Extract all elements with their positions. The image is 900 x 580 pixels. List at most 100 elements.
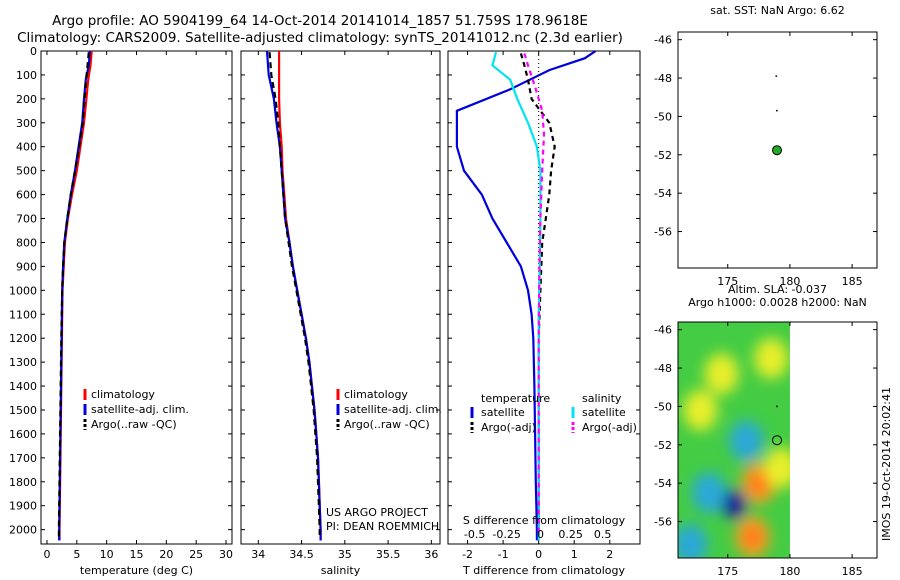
depth-tick-label: 200 (16, 93, 37, 106)
depth-tick-label: 1400 (9, 380, 37, 393)
figure-title-line2: Climatology: CARS2009. Satellite-adjuste… (17, 30, 623, 46)
legend-label: satellite-adj. clim. (344, 403, 442, 416)
panel-frame-salinity (240, 50, 441, 545)
x-tick-label: 25 (189, 548, 203, 561)
map-frame (677, 31, 878, 269)
depth-tick-label: 1700 (9, 452, 37, 465)
depth-tick-label: 100 (16, 69, 37, 82)
panel-frame-temperature (40, 50, 233, 545)
x-tick-label: -2 (462, 548, 473, 561)
x-tick-label: 30 (219, 548, 233, 561)
depth-tick-label: 300 (16, 117, 37, 130)
map-x-tick-label: 185 (842, 565, 863, 578)
track-point (775, 75, 778, 78)
legend-label: Argo(-adj) (481, 421, 536, 434)
sla-anomaly (764, 447, 790, 489)
top-axis-label: S difference from climatology (463, 514, 626, 527)
top-tick-label: 0.5 (594, 528, 612, 541)
x-tick-label: 34 (251, 548, 265, 561)
figure-title-line1: Argo profile: AO 5904199_64 14-Oct-2014 … (52, 13, 588, 29)
map-y-tick-label: -48 (654, 362, 672, 375)
map-x-tick-label: 180 (779, 565, 800, 578)
map-x-tick-label: 175 (717, 565, 738, 578)
profile-marker (772, 435, 783, 446)
track-point (775, 405, 778, 408)
x-axis-label: temperature (deg C) (80, 564, 193, 577)
sla-anomaly-core (746, 529, 759, 544)
map-title: Argo h1000: 0.0028 h2000: NaN (688, 296, 867, 309)
sla-anomaly (683, 389, 718, 431)
sla-anomaly (692, 472, 727, 514)
legend-label: Argo(-adj) (582, 421, 637, 434)
map-frame (677, 321, 878, 559)
top-tick-label: -0.25 (492, 528, 520, 541)
x-tick-label: 0 (535, 548, 542, 561)
depth-tick-label: 800 (16, 236, 37, 249)
top-tick-label: -0.5 (464, 528, 485, 541)
depth-tick-label: 1500 (9, 404, 37, 417)
sla-features (678, 338, 790, 558)
depth-tick-label: 400 (16, 141, 37, 154)
x-tick-label: 1 (571, 548, 578, 561)
x-tick-label: 5 (73, 548, 80, 561)
legend-label: satellite-adj. clim. (91, 403, 189, 416)
legend-label: satellite (481, 406, 525, 419)
depth-tick-label: 1800 (9, 476, 37, 489)
top-tick-label: 0 (537, 528, 544, 541)
sla-anomaly-core (752, 476, 765, 491)
legend-label: satellite (582, 406, 626, 419)
x-tick-label: -1 (498, 548, 509, 561)
series-salinity-argo-adj- (523, 53, 546, 537)
track-point (775, 109, 778, 112)
legend-label: Argo(..raw -QC) (344, 418, 430, 431)
x-tick-label: 35.5 (376, 548, 401, 561)
map-x-tick-label: 180 (779, 275, 800, 288)
profile-marker (772, 145, 783, 156)
top-tick-label: 0.25 (558, 528, 583, 541)
x-tick-label: 2 (606, 548, 613, 561)
x-tick-label: 35 (338, 548, 352, 561)
depth-tick-label: 1100 (9, 308, 37, 321)
map-y-tick-label: -56 (654, 226, 672, 239)
map-y-tick-label: -52 (654, 439, 672, 452)
sla-anomaly (721, 489, 746, 519)
depth-tick-label: 1900 (9, 500, 37, 513)
map-y-tick-label: -56 (654, 516, 672, 529)
map-y-tick-label: -52 (654, 149, 672, 162)
map-title: sat. SST: NaN Argo: 6.62 (710, 4, 844, 17)
sla-anomaly (754, 338, 789, 379)
depth-tick-label: 900 (16, 260, 37, 273)
depth-tick-label: 1000 (9, 284, 37, 297)
map-y-tick-label: -54 (654, 187, 672, 200)
sla-field (678, 322, 790, 558)
x-tick-label: 36 (424, 548, 438, 561)
depth-tick-label: 2000 (9, 524, 37, 537)
sla-anomaly (729, 420, 764, 462)
x-axis-label: salinity (321, 564, 361, 577)
series-argo-raw-qc- (57, 52, 90, 537)
series-argo-raw-qc- (268, 52, 321, 537)
legend-group-title: salinity (582, 392, 622, 405)
series-temperature-satellite (455, 50, 597, 541)
legend-label: climatology (91, 388, 155, 401)
sla-anomaly (678, 524, 708, 558)
depth-tick-label: 600 (16, 189, 37, 202)
map-y-tick-label: -46 (654, 34, 672, 47)
depth-tick-label: 500 (16, 165, 37, 178)
x-tick-label: 15 (130, 548, 144, 561)
map-y-tick-label: -50 (654, 400, 672, 413)
depth-tick-label: 1300 (9, 356, 37, 369)
depth-tick-label: 1600 (9, 428, 37, 441)
map-y-tick-label: -46 (654, 324, 672, 337)
map-title: Altim. SLA: -0.037 (728, 283, 827, 296)
map-y-tick-label: -50 (654, 110, 672, 123)
depth-tick-label: 0 (30, 45, 37, 58)
legend-label: climatology (344, 388, 408, 401)
x-tick-label: 0 (43, 548, 50, 561)
x-axis-label: T difference from climatology (462, 564, 625, 577)
depth-tick-label: 1200 (9, 332, 37, 345)
map-x-tick-label: 185 (842, 275, 863, 288)
x-tick-label: 10 (100, 548, 114, 561)
x-tick-label: 20 (159, 548, 173, 561)
